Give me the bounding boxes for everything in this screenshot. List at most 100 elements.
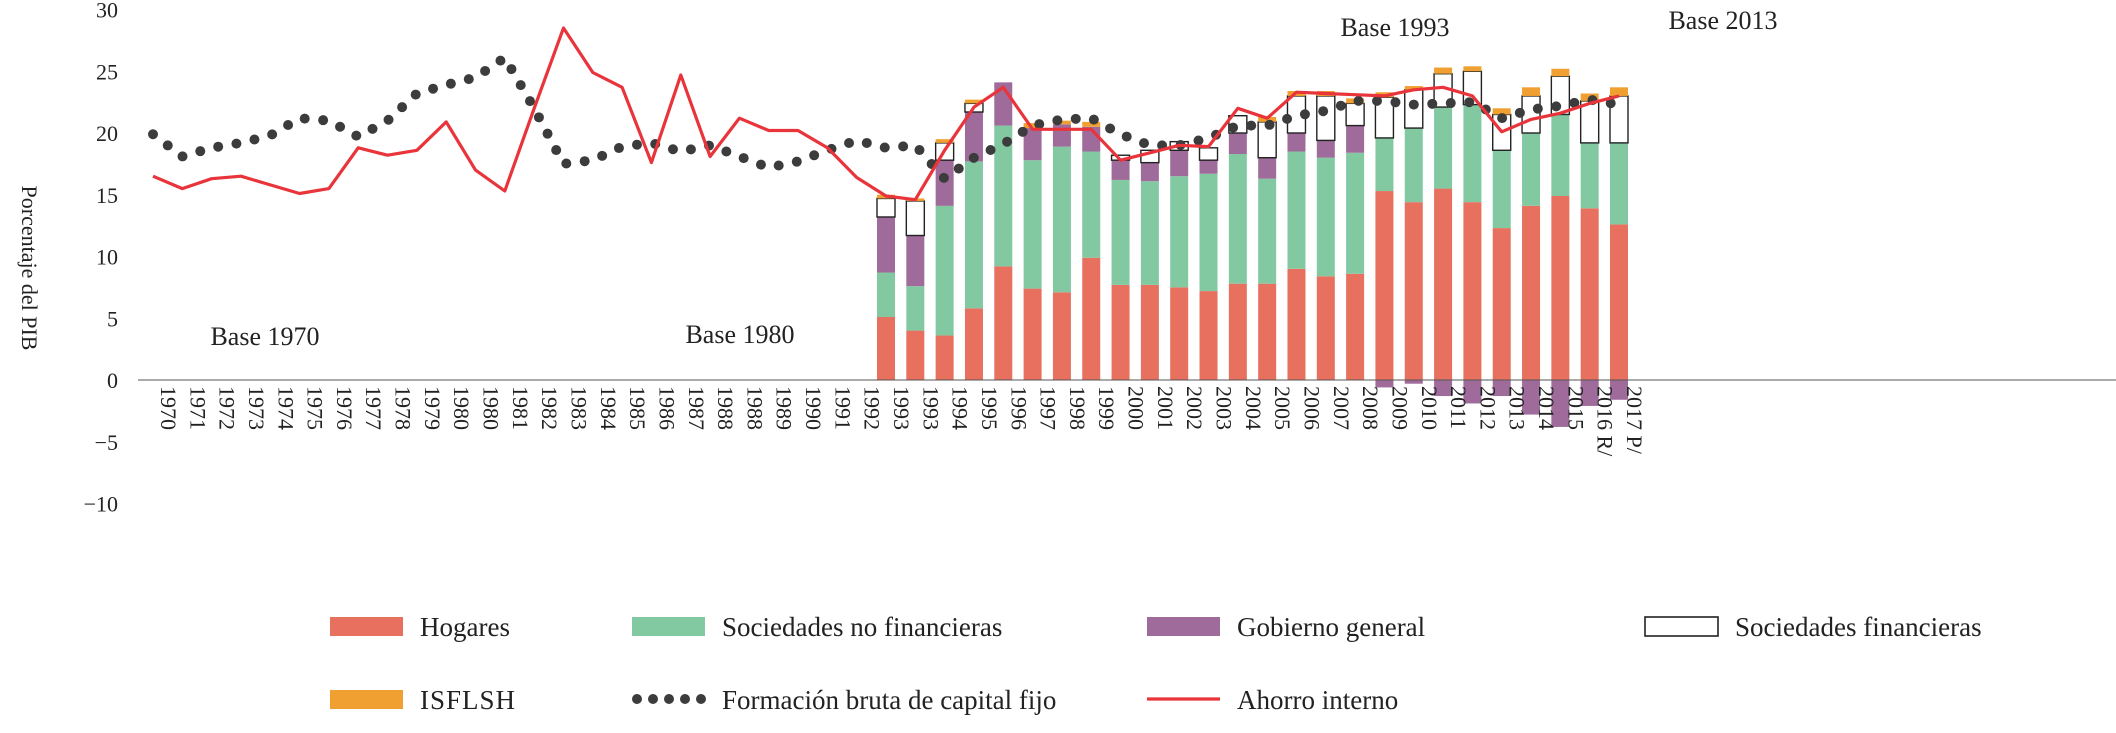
fbcf-dot <box>351 130 362 141</box>
x-tick-label: 2009 <box>1387 386 1412 430</box>
bar-sociedades-no-financieras <box>1492 150 1511 229</box>
fbcf-dot <box>1353 95 1364 106</box>
fbcf-dot <box>1034 119 1045 130</box>
fbcf-dotted-series <box>148 55 1616 183</box>
bar-sociedades-no-financieras <box>1346 152 1365 274</box>
fbcf-dot <box>561 158 572 169</box>
fbcf-dot <box>1246 120 1257 131</box>
bar-hogares <box>964 308 983 380</box>
bar-isflsh <box>1434 67 1453 74</box>
bar-sociedades-no-financieras <box>1199 173 1218 292</box>
bar-hogares <box>1258 283 1277 380</box>
fbcf-dot <box>428 83 439 94</box>
bar-gobierno-general <box>1375 380 1394 388</box>
fbcf-dot <box>1605 98 1616 109</box>
bar-sociedades-no-financieras <box>1463 104 1482 203</box>
fbcf-dot <box>533 112 544 123</box>
bar-hogares <box>935 335 954 380</box>
x-tick-label: 2016 R/ <box>1593 386 1618 457</box>
fbcf-dot <box>410 89 421 100</box>
fbcf-dot <box>367 123 378 134</box>
bar-sociedades-no-financieras <box>1082 151 1101 258</box>
fbcf-dot <box>1139 138 1150 149</box>
bar-gobierno-general <box>1170 150 1189 177</box>
bar-gobierno-general <box>1140 162 1159 182</box>
x-tick-label: 1988 <box>742 386 767 430</box>
bar-sociedades-no-financieras <box>964 161 983 309</box>
bar-isflsh <box>1492 108 1511 115</box>
fbcf-dot <box>463 74 474 85</box>
bar-gobierno-general <box>1492 380 1511 397</box>
x-tick-label: 1999 <box>1094 386 1119 430</box>
y-tick-label: −5 <box>95 430 118 455</box>
bar-isflsh <box>935 139 954 143</box>
x-tick-label: 2008 <box>1358 386 1383 430</box>
bar-sociedades-no-financieras <box>1052 146 1071 293</box>
legend-swatch <box>330 690 403 709</box>
fbcf-dot <box>1390 97 1401 108</box>
bar-gobierno-general <box>877 216 895 273</box>
bar-sociedades-no-financieras <box>906 286 925 331</box>
legend-label: Sociedades no financieras <box>722 612 1002 642</box>
y-tick-label: 20 <box>96 121 118 146</box>
bar-gobierno-general <box>964 112 983 162</box>
fbcf-dot <box>318 115 329 126</box>
base-annotation: Base 1993 <box>1340 13 1449 42</box>
bar-sociedades-no-financieras <box>1023 160 1042 289</box>
x-tick-label: 2010 <box>1417 386 1442 430</box>
bar-hogares <box>1023 288 1042 380</box>
bar-sociedades-financieras <box>1521 95 1541 134</box>
bar-gobierno-general <box>935 160 954 206</box>
legend: Hogares Sociedades no financieras Gobierno… <box>330 612 1982 715</box>
fbcf-dot <box>791 156 802 167</box>
fbcf-dot <box>1532 103 1543 114</box>
bar-hogares <box>1140 284 1159 380</box>
bar-hogares <box>1492 228 1511 380</box>
fbcf-dot <box>1551 101 1562 112</box>
bar-isflsh <box>964 99 983 104</box>
bar-gobierno-general <box>1258 157 1277 179</box>
x-tick-label: 1994 <box>948 386 973 430</box>
y-axis-title: Porcentaje del PIB <box>17 186 42 351</box>
bar-hogares <box>1346 273 1365 380</box>
fbcf-dot <box>1105 123 1116 134</box>
fbcf-dot <box>1299 109 1310 120</box>
fbcf-dot <box>524 96 535 107</box>
bar-isflsh <box>1082 121 1101 127</box>
bar-gobierno-general <box>1199 160 1218 174</box>
bar-hogares <box>994 266 1013 380</box>
x-tick-label: 1973 <box>244 386 269 430</box>
fbcf-dot <box>968 152 979 163</box>
fbcf-dot <box>938 172 949 183</box>
legend-item: Sociedades no financieras <box>632 612 1002 642</box>
x-tick-label: 1988 <box>713 386 738 430</box>
legend-label: Sociedades financieras <box>1735 612 1982 642</box>
legend-item: Hogares <box>330 612 510 642</box>
x-tick-label: 1971 <box>185 386 210 430</box>
y-tick-label: 5 <box>107 306 118 331</box>
fbcf-dot <box>631 139 642 150</box>
bar-sociedades-no-financieras <box>1404 128 1423 203</box>
x-tick-label: 1979 <box>420 386 445 430</box>
bar-sociedades-no-financieras <box>1375 137 1394 192</box>
bar-sociedades-no-financieras <box>1258 178 1277 284</box>
legend-swatch <box>1644 616 1719 637</box>
bar-hogares <box>1052 292 1071 380</box>
y-axis-title-group: Porcentaje del PIB <box>17 186 42 351</box>
bar-hogares <box>906 330 925 380</box>
x-tick-label: 2006 <box>1300 386 1325 430</box>
base-annotations: Base 1970 Base 1980 Base 1993 Base 2013 <box>210 6 1777 351</box>
x-tick-label: 2013 <box>1505 386 1530 430</box>
fbcf-dot <box>249 134 260 145</box>
y-tick-label: 10 <box>96 245 118 270</box>
bar-sociedades-no-financieras <box>935 205 954 336</box>
fbcf-dot <box>1569 97 1580 108</box>
fbcf-dot <box>213 141 224 152</box>
fbcf-dot <box>551 145 562 156</box>
bar-gobierno-general <box>1111 160 1130 180</box>
legend-label: ISFLSH <box>420 685 516 715</box>
bar-gobierno-general <box>1346 125 1365 153</box>
x-tick-label: 1993 <box>918 386 943 430</box>
x-tick-label: 1985 <box>625 386 650 430</box>
